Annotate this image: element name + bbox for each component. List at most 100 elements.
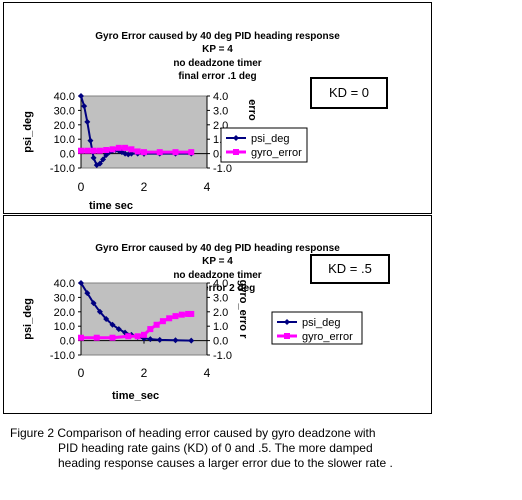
- data-point-gyro-error: [78, 147, 84, 154]
- y2-tick-label: -1.0: [213, 350, 232, 362]
- chart-title-line-4: final error 2 deg: [179, 283, 256, 294]
- data-point-psi-deg: [84, 118, 91, 125]
- y-tick-label: -10.0: [50, 350, 75, 362]
- data-point-psi-deg: [103, 316, 110, 322]
- chart-title-line-2: KP = 4: [202, 44, 233, 55]
- chart-title-line-1: Gyro Error caused by 40 deg PID heading …: [95, 243, 340, 254]
- x-axis-title: time_sec: [112, 390, 159, 402]
- data-point-gyro-error: [153, 321, 160, 328]
- data-point-gyro-error: [93, 334, 100, 341]
- kd-annotation-box: KD = .5: [310, 254, 390, 284]
- y2-tick-label: 3.0: [213, 105, 228, 117]
- y2-tick-label: 3.0: [213, 292, 228, 304]
- data-point-psi-deg: [84, 290, 91, 297]
- plot-area: [80, 95, 208, 169]
- data-point-gyro-error: [166, 315, 173, 322]
- data-point-gyro-error: [178, 311, 185, 318]
- figure-caption-line-3: heading response causes a larger error d…: [58, 456, 393, 470]
- plot-area: [80, 282, 208, 356]
- data-point-psi-deg: [147, 336, 154, 343]
- y-tick-label: 30.0: [54, 292, 75, 304]
- data-point-gyro-error: [141, 149, 147, 156]
- y-axis-title: psi_deg: [22, 298, 34, 340]
- data-point-gyro-error: [96, 147, 103, 154]
- line-chart-kd-0: 40.030.020.010.00.0-10.04.03.02.01.00.0-…: [22, 91, 308, 212]
- y-tick-label: 10.0: [54, 321, 75, 333]
- chart-title-line-3: no deadzone timer: [173, 270, 262, 281]
- data-point-gyro-error: [109, 334, 116, 341]
- data-point-psi-deg: [78, 280, 84, 286]
- chart-panel-kd-0: Gyro Error caused by 40 deg PID heading …: [3, 2, 432, 214]
- y2-tick-label: 4.0: [213, 278, 228, 290]
- y-tick-label: 10.0: [54, 134, 75, 146]
- data-point-gyro-error: [134, 148, 141, 155]
- y2-tick-label: 1.0: [213, 321, 228, 333]
- data-point-gyro-error: [147, 326, 154, 333]
- data-point-gyro-error: [78, 334, 84, 341]
- y2-tick-label: 4.0: [213, 91, 228, 103]
- data-point-gyro-error: [141, 331, 147, 338]
- data-point-gyro-error: [134, 333, 141, 340]
- x-tick-label: 2: [141, 366, 148, 380]
- data-point-gyro-error: [109, 146, 116, 153]
- legend-box: [220, 127, 308, 163]
- data-point-gyro-error: [125, 333, 132, 340]
- y-tick-label: -10.0: [50, 163, 75, 175]
- figure-caption-line-2: PID heading rate gains (KD) of 0 and .5.…: [58, 441, 373, 455]
- legend-label-gyro-error: gyro_error: [302, 331, 353, 343]
- data-point-psi-deg: [90, 154, 97, 161]
- data-point-psi-deg: [115, 326, 122, 333]
- y-tick-label: 0.0: [60, 149, 75, 161]
- x-tick-label: 4: [204, 366, 211, 380]
- legend-label-gyro-error: gyro_error: [251, 147, 302, 159]
- data-point-psi-deg: [90, 300, 97, 307]
- figure-caption-line-1: Figure 2 Comparison of heading error cau…: [10, 426, 376, 440]
- data-point-psi-deg: [156, 336, 163, 343]
- x-axis-title: time sec: [89, 200, 133, 212]
- data-point-gyro-error: [188, 149, 195, 156]
- y-tick-label: 30.0: [54, 105, 75, 117]
- chart-panel-kd-05: Gyro Error caused by 40 deg PID heading …: [3, 215, 432, 414]
- legend: psi_deg gyro_error: [271, 311, 363, 345]
- y2-tick-label: 0.0: [213, 336, 228, 348]
- data-point-gyro-error: [122, 144, 129, 151]
- y2-axis-title: erro: [246, 99, 258, 121]
- chart-title-line-4: final error .1 deg: [178, 71, 257, 82]
- legend: psi_deg gyro_error: [220, 127, 308, 163]
- kd-annotation-box: KD = 0: [310, 77, 388, 109]
- x-tick-label: 4: [204, 180, 211, 194]
- legend-marker-gyro-error: [233, 149, 239, 155]
- data-point-gyro-error: [188, 310, 195, 317]
- y-tick-label: 20.0: [54, 307, 75, 319]
- data-point-gyro-error: [172, 149, 179, 156]
- legend-label-psi-deg: psi_deg: [302, 317, 341, 329]
- data-point-gyro-error: [185, 310, 192, 317]
- line-chart-kd-05: 40.0 30.0 20.0 10.0 0.0 -10.0 4.0 3.0 2.0 1.0 0.0 -…: [22, 278, 363, 402]
- y-tick-label: 0.0: [60, 336, 75, 348]
- x-tick-label: 0: [78, 180, 85, 194]
- data-point-psi-deg: [109, 321, 116, 328]
- chart-title-line-1: Gyro Error caused by 40 deg PID heading …: [95, 31, 340, 42]
- chart-title-line-3: no deadzone timer: [173, 58, 262, 69]
- legend-marker-psi-deg: [284, 319, 290, 325]
- data-point-gyro-error: [84, 147, 91, 154]
- data-point-psi-deg: [172, 337, 179, 344]
- data-point-gyro-error: [172, 313, 179, 320]
- data-point-psi-deg: [122, 150, 129, 157]
- data-point-gyro-error: [156, 149, 163, 156]
- legend-label-psi-deg: psi_deg: [251, 133, 290, 145]
- data-point-psi-deg: [103, 152, 110, 159]
- data-point-psi-deg: [78, 93, 84, 99]
- data-point-psi-deg: [96, 308, 103, 315]
- data-point-psi-deg: [87, 137, 94, 144]
- y-tick-label: 40.0: [54, 91, 75, 103]
- legend-marker-gyro-error: [284, 333, 290, 339]
- data-point-gyro-error: [103, 147, 110, 153]
- data-point-psi-deg: [188, 337, 195, 344]
- y-axis-title: psi_deg: [22, 111, 34, 153]
- x-tick-label: 0: [78, 366, 85, 380]
- data-point-gyro-error: [115, 144, 122, 151]
- chart-title-line-2: KP = 4: [202, 256, 233, 267]
- data-point-gyro-error: [128, 146, 135, 153]
- y2-tick-label: 2.0: [213, 307, 228, 319]
